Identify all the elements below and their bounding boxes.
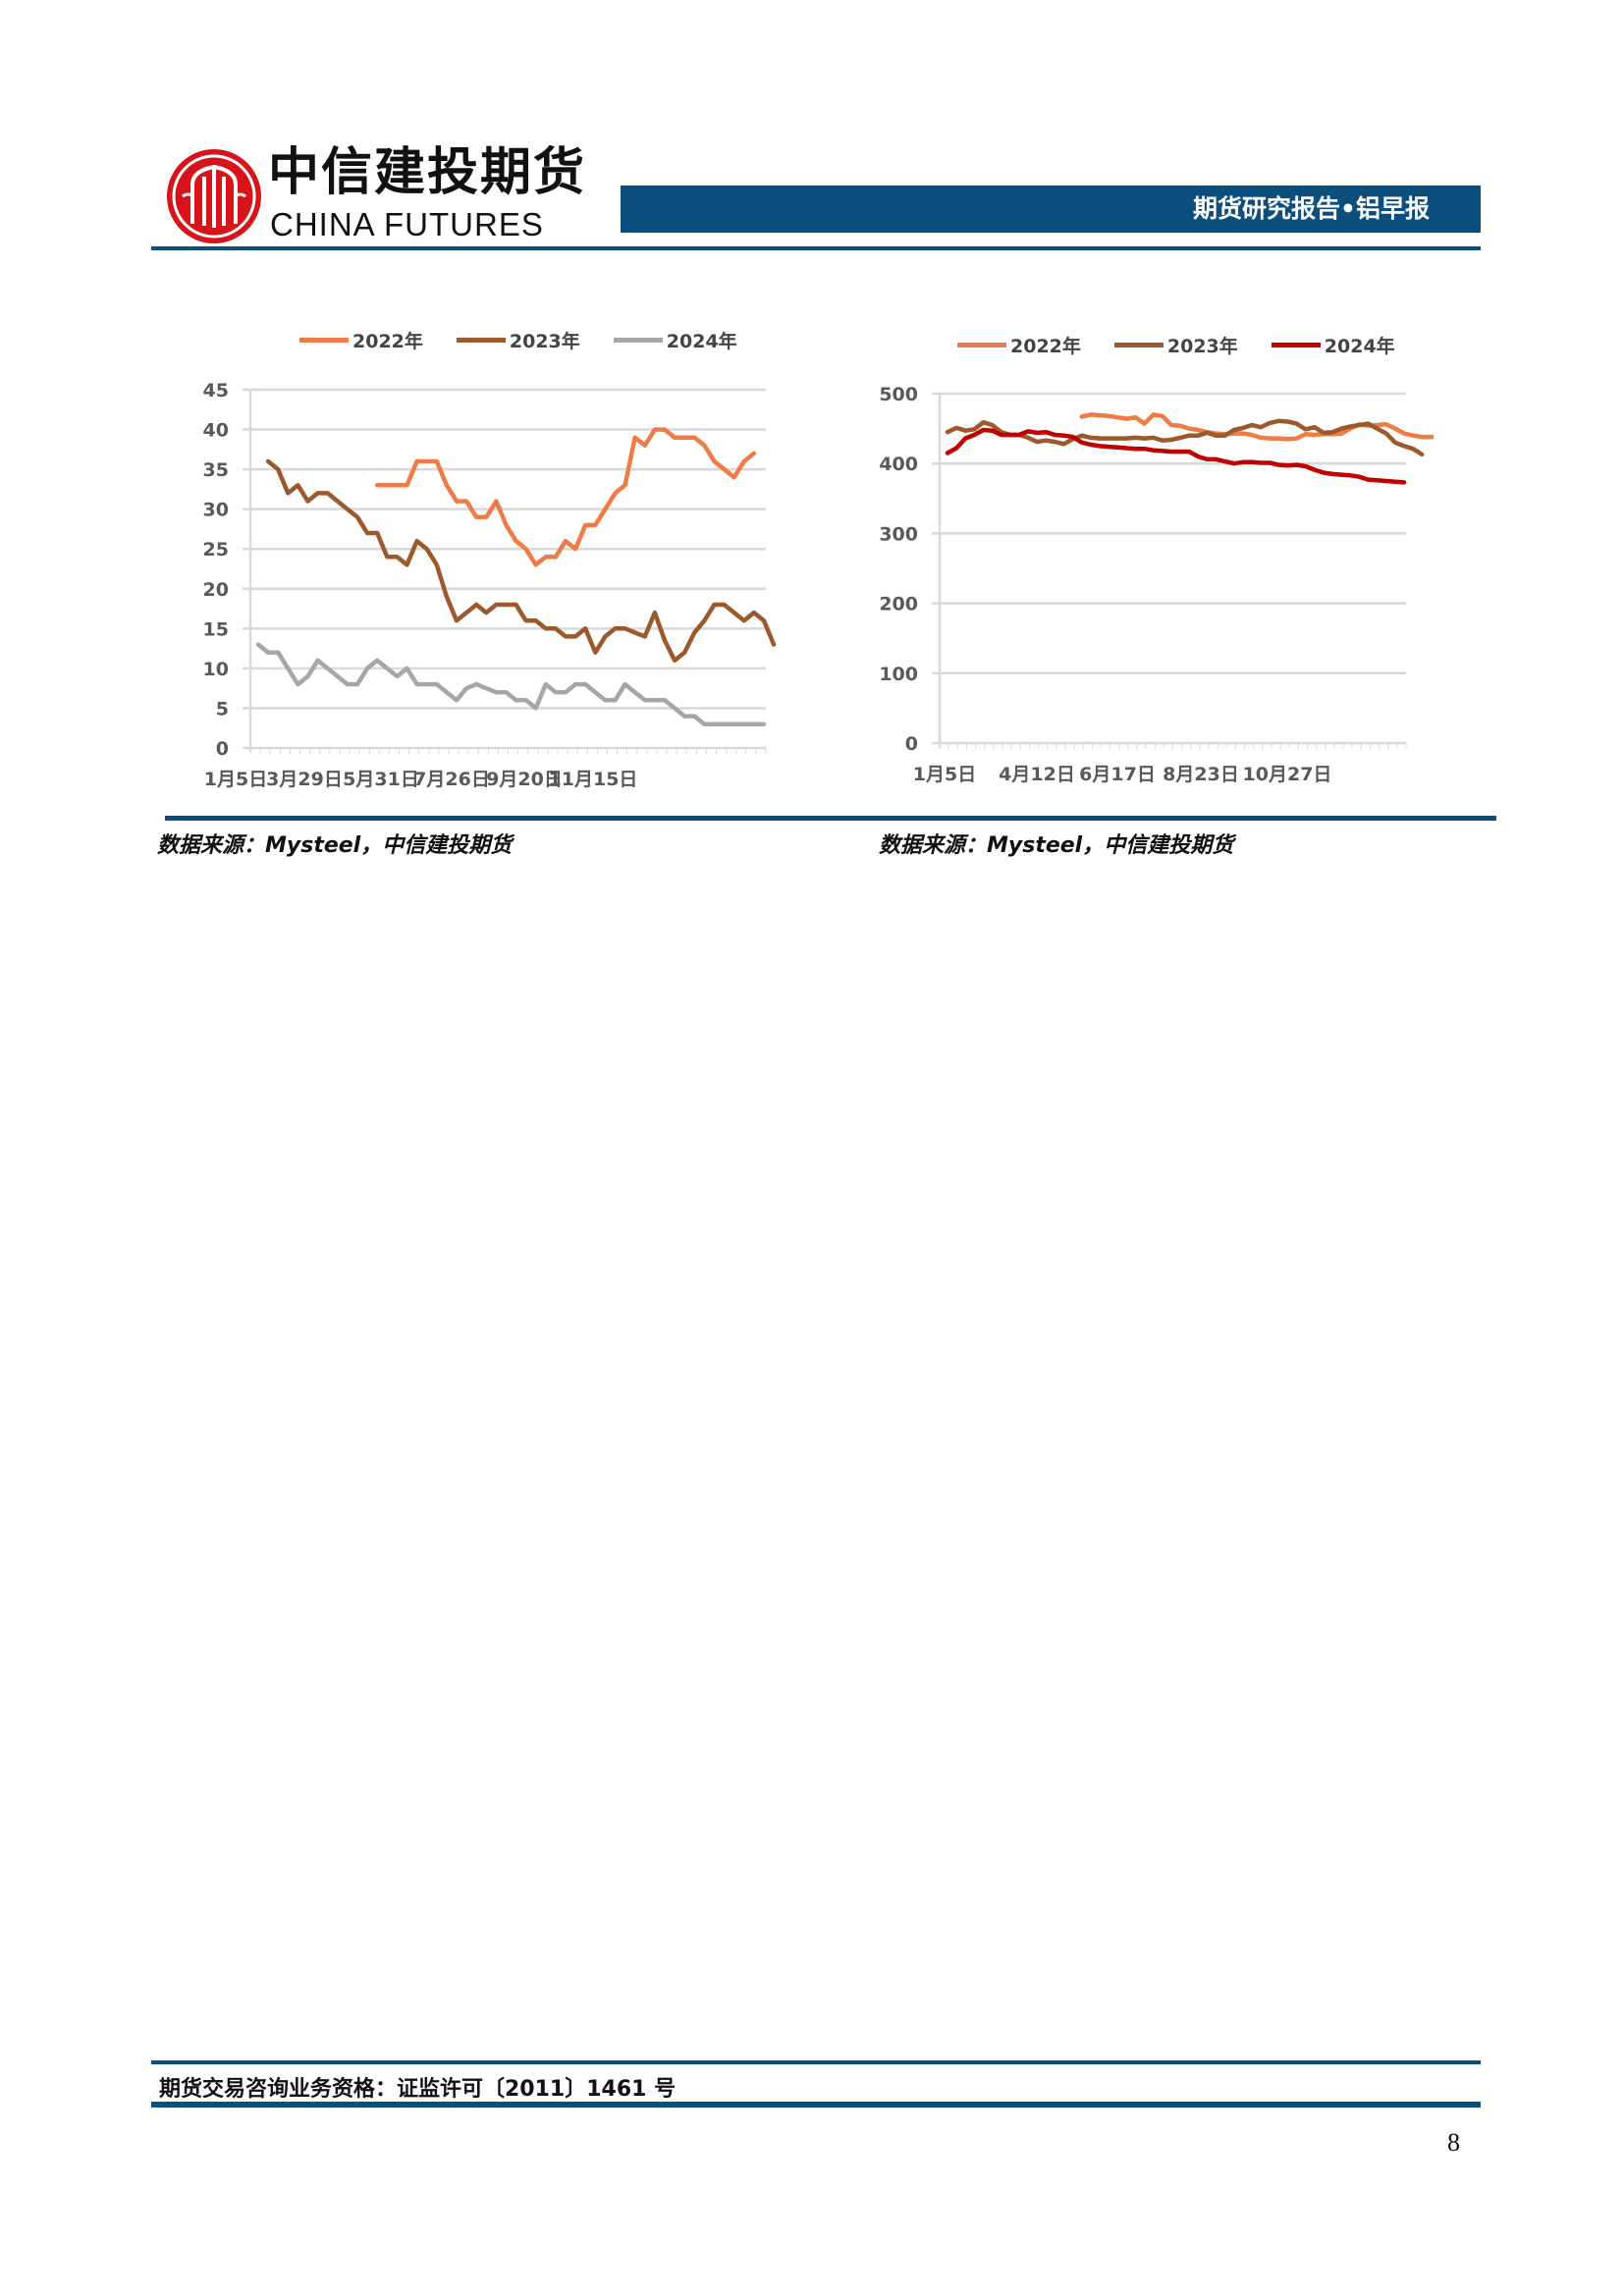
y-tick-label: 25	[203, 539, 229, 561]
x-tick-label: 1月5日	[913, 764, 976, 785]
left-chart-source: 数据来源：Mysteel，中信建投期货	[157, 833, 513, 858]
y-tick-label: 0	[216, 738, 229, 760]
x-tick-label: 10月27日	[1243, 764, 1332, 785]
y-tick-label: 300	[879, 523, 918, 545]
x-tick-label: 8月23日	[1163, 764, 1239, 785]
y-tick-label: 35	[203, 459, 229, 481]
y-tick-label: 0	[905, 733, 918, 755]
y-tick-label: 400	[879, 454, 918, 475]
legend-item-2024: 2024年	[613, 327, 737, 353]
right-chart-source: 数据来源：Mysteel，中信建投期货	[879, 833, 1234, 858]
series-line-2023年	[265, 458, 777, 664]
legend-item-2023: 2023年	[456, 327, 580, 353]
legend-label: 2022年	[352, 331, 423, 352]
x-tick-label: 6月17日	[1079, 764, 1156, 785]
series-line-2022年	[374, 427, 757, 567]
series-line-2022年	[1079, 412, 1434, 442]
right-chart: 0 100 200 300 400 500 1月5日 4月12日 6月17日 8月23日 10月27…	[864, 373, 1434, 785]
y-tick-label: 20	[203, 579, 229, 601]
y-tick-label: 40	[203, 420, 229, 442]
report-title: 期货研究报告•铝早报	[1193, 194, 1430, 223]
x-tick-label: 3月29日	[266, 769, 343, 790]
legend-swatch-2022	[957, 343, 1006, 347]
legend-label: 2024年	[1324, 336, 1395, 357]
report-title-band: 期货研究报告•铝早报	[621, 186, 1481, 233]
legend-swatch-2022	[299, 338, 349, 343]
series-line-2024年	[255, 642, 767, 726]
x-tick-label: 7月26日	[413, 769, 490, 790]
x-tick-label: 9月20日	[486, 769, 563, 790]
y-tick-label: 45	[203, 380, 229, 401]
legend-item-2023: 2023年	[1113, 332, 1238, 358]
china-futures-logo-icon	[165, 147, 263, 245]
footer-divider-bottom	[151, 2102, 1481, 2108]
y-tick-label: 100	[879, 664, 918, 685]
x-tick-label: 11月15日	[549, 769, 638, 790]
legend-item-2024: 2024年	[1271, 332, 1395, 358]
left-chart-legend: 2022年 2023年 2024年	[299, 327, 737, 353]
y-tick-label: 10	[203, 659, 229, 680]
legend-label: 2022年	[1010, 336, 1081, 357]
header-divider	[151, 246, 1481, 250]
y-tick-label: 30	[203, 500, 229, 521]
legend-swatch-2024	[613, 338, 663, 343]
legend-item-2022: 2022年	[957, 332, 1081, 358]
y-tick-label: 200	[879, 594, 918, 615]
series-line-2024年	[945, 427, 1407, 485]
legend-swatch-2023	[456, 338, 506, 343]
qualification-text: 期货交易咨询业务资格：证监许可〔2011〕1461 号	[159, 2077, 677, 2102]
legend-label: 2023年	[509, 331, 580, 352]
page-number: 8	[1447, 2128, 1460, 2157]
left-chart: 0 5 10 15 20 25 30 35 40 45 1月5日 3月29日 5月31日 7月26日 9月2…	[157, 373, 785, 805]
footer-divider-top	[151, 2060, 1481, 2064]
x-tick-label: 5月31日	[343, 769, 419, 790]
legend-swatch-2023	[1113, 343, 1164, 347]
legend-swatch-2024	[1271, 343, 1321, 347]
brand-name-en: CHINA FUTURES	[270, 206, 544, 242]
y-tick-label: 500	[879, 384, 918, 405]
x-tick-label: 1月5日	[204, 769, 267, 790]
series-line-2023年	[945, 418, 1425, 457]
right-line-chart: 0 100 200 300 400 500 1月5日 4月12日 6月17日 8月23日 10月27…	[879, 384, 1434, 785]
x-tick-label: 4月12日	[999, 764, 1075, 785]
legend-label: 2023年	[1166, 336, 1238, 357]
y-tick-label: 15	[203, 618, 229, 640]
chart-source-divider	[165, 816, 1496, 821]
legend-label: 2024年	[666, 331, 737, 352]
y-tick-label: 5	[216, 698, 229, 720]
brand-name-cn: 中信建投期货	[268, 143, 587, 202]
legend-item-2022: 2022年	[299, 327, 423, 353]
right-chart-legend: 2022年 2023年 2024年	[957, 332, 1395, 358]
